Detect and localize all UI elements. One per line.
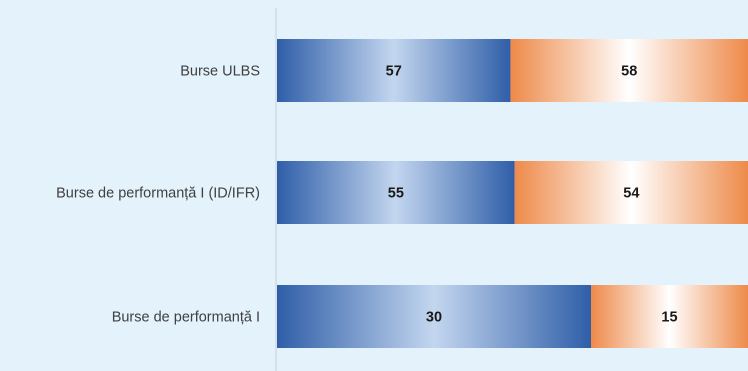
data-label-series2-cat2: 54 [623,186,639,202]
data-label-series1-cat3: 30 [426,310,442,326]
category-label-2: Burse de performanță I (ID/IFR) [56,186,260,202]
bar-series1-cat1 [277,39,511,102]
bar-series2-cat3 [591,285,748,348]
data-label-series1-cat1: 57 [386,64,402,80]
bar-series1-cat3 [277,285,591,348]
bar-series2-cat1 [510,39,748,102]
category-label-3: Burse de performanță I [112,310,260,326]
bar-series1-cat2 [277,161,515,224]
category-label-1: Burse ULBS [180,64,260,80]
bar-series2-cat2 [514,161,748,224]
data-label-series2-cat3: 15 [661,310,677,326]
data-label-series2-cat1: 58 [621,64,637,80]
data-label-series1-cat2: 55 [388,186,404,202]
